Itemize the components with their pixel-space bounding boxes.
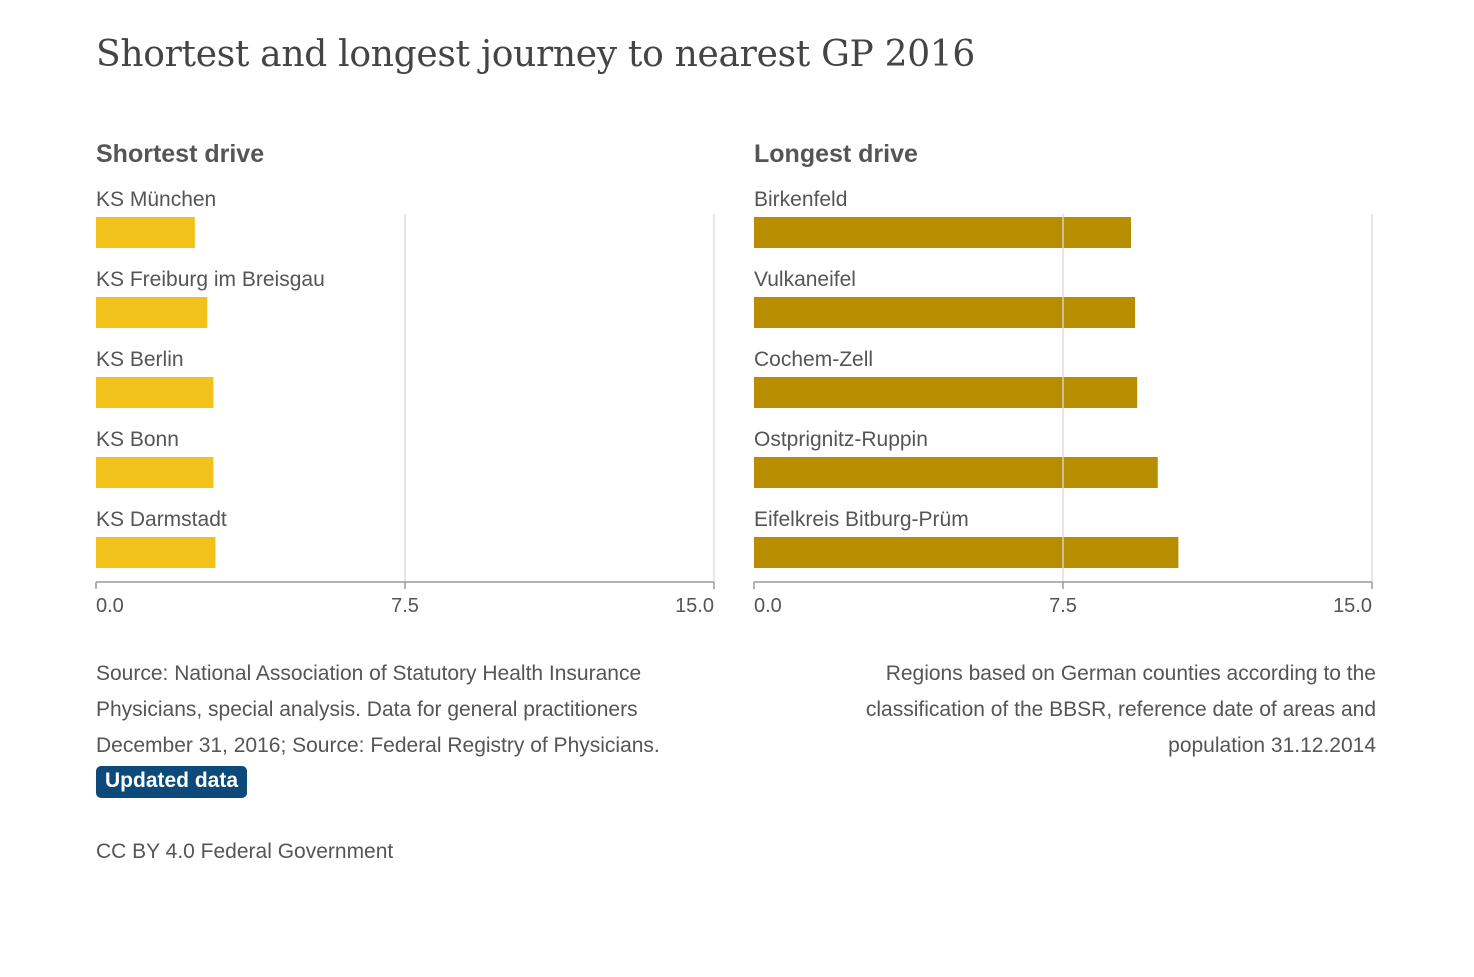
shortest-bar-4	[96, 457, 214, 488]
shortest-category-label-3: KS Berlin	[96, 348, 184, 371]
longest-category-label-3: Cochem-Zell	[754, 348, 873, 371]
longest-tick-label-2: 7.5	[1049, 595, 1077, 617]
shortest-bar-1	[96, 217, 195, 248]
longest-bar-3	[754, 377, 1138, 408]
shortest-tick-label-2: 7.5	[391, 595, 419, 617]
longest-bar-5	[754, 537, 1179, 568]
shortest-bar-2	[96, 297, 208, 328]
shortest-category-label-1: KS München	[96, 188, 216, 211]
longest-bar-2	[754, 297, 1136, 328]
chart-title: Shortest and longest journey to nearest …	[96, 34, 976, 75]
updated-data-button[interactable]: Updated data	[96, 766, 248, 798]
shortest-bar-5	[96, 537, 216, 568]
shortest-tick-label-1: 0.0	[96, 595, 124, 617]
longest-drive-title: Longest drive	[754, 140, 918, 168]
source-note: Source: National Association of Statutor…	[96, 662, 660, 757]
longest-bar-1	[754, 217, 1131, 248]
shortest-bar-3	[96, 377, 214, 408]
longest-bar-4	[754, 457, 1158, 488]
longest-category-label-4: Ostprignitz-Ruppin	[754, 428, 928, 451]
shortest-category-label-4: KS Bonn	[96, 428, 179, 451]
shortest-tick-label-3: 15.0	[675, 595, 714, 617]
longest-category-label-5: Eifelkreis Bitburg-Prüm	[754, 508, 969, 531]
longest-tick-label-3: 15.0	[1333, 595, 1372, 617]
license-text: CC BY 4.0 Federal Government	[96, 840, 394, 863]
longest-tick-label-1: 0.0	[754, 595, 782, 617]
longest-category-label-1: Birkenfeld	[754, 188, 847, 211]
shortest-drive-title: Shortest drive	[96, 140, 265, 168]
longest-category-label-2: Vulkaneifel	[754, 268, 856, 291]
shortest-category-label-2: KS Freiburg im Breisgau	[96, 268, 325, 291]
shortest-category-label-5: KS Darmstadt	[96, 508, 227, 531]
regions-note: Regions based on German counties accordi…	[865, 662, 1376, 757]
